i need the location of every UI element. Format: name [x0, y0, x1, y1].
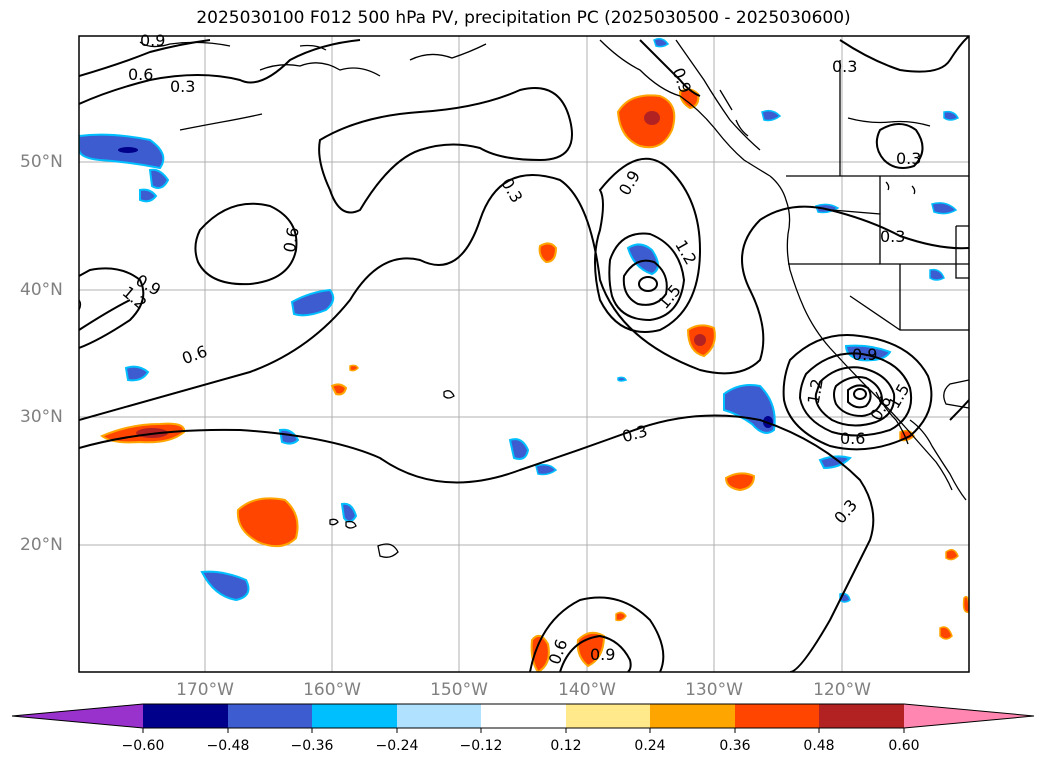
colorbar-swatch: [481, 704, 566, 728]
colorbar-swatch: [650, 704, 735, 728]
lat-tick-label: 30°N: [20, 407, 63, 427]
lon-tick-label: 170°W: [176, 680, 234, 700]
lat-tick-label: 20°N: [20, 535, 63, 555]
contour-label: 0.3: [880, 227, 905, 246]
contour-label: 0.9: [852, 345, 877, 364]
colorbar-tick-label: −0.48: [206, 738, 250, 754]
colorbar-tick-label: 0.24: [634, 738, 666, 754]
lon-tick-label: 160°W: [303, 680, 361, 700]
colorbar-tick-label: 0.48: [803, 738, 835, 754]
map-title: 2025030100 F012 500 hPa PV, precipitatio…: [196, 8, 851, 28]
colorbar-swatch: [143, 704, 228, 728]
colorbar-swatch: [735, 704, 819, 728]
colorbar-tick-label: −0.24: [375, 738, 419, 754]
precip-positive-areas: [100, 88, 969, 672]
colorbar-tick-label: 0.60: [888, 738, 920, 754]
lat-tick-label: 40°N: [20, 280, 63, 300]
contour-label: 0.6: [840, 429, 865, 448]
pv-contours: [79, 36, 969, 672]
lon-tick-label: 120°W: [813, 680, 871, 700]
contour-label: 0.9: [590, 645, 615, 664]
contour-label: 0.9: [140, 31, 165, 50]
coastlines: [79, 39, 969, 558]
lat-tick-label: 50°N: [20, 152, 63, 172]
contour-label: 0.3: [896, 149, 921, 168]
colorbar-swatch: [228, 704, 312, 728]
map-area: [79, 36, 969, 672]
contour-label: 0.3: [832, 57, 857, 76]
colorbar-tick-label: −0.12: [459, 738, 503, 754]
contour-label: 1.2: [804, 377, 827, 405]
contour-label: 0.6: [128, 65, 153, 84]
colorbar-tick-label: −0.60: [121, 738, 165, 754]
colorbar-extend-right: [904, 704, 1034, 728]
colorbar-swatch: [819, 704, 904, 728]
colorbar-extend-left: [12, 704, 143, 728]
colorbar-swatch: [566, 704, 650, 728]
colorbar-tick-label: 0.12: [550, 738, 582, 754]
colorbar: [11, 703, 1035, 733]
lon-tick-label: 150°W: [430, 680, 488, 700]
colorbar-tick-label: −0.36: [290, 738, 334, 754]
colorbar-tick-label: 0.36: [719, 738, 751, 754]
colorbar-swatch: [312, 704, 397, 728]
lon-tick-label: 130°W: [685, 680, 743, 700]
contour-label: 0.6: [280, 226, 303, 254]
colorbar-swatch: [397, 704, 481, 728]
lon-tick-label: 140°W: [558, 680, 616, 700]
contour-label: 0.3: [170, 77, 195, 96]
map-frame: [78, 35, 970, 673]
